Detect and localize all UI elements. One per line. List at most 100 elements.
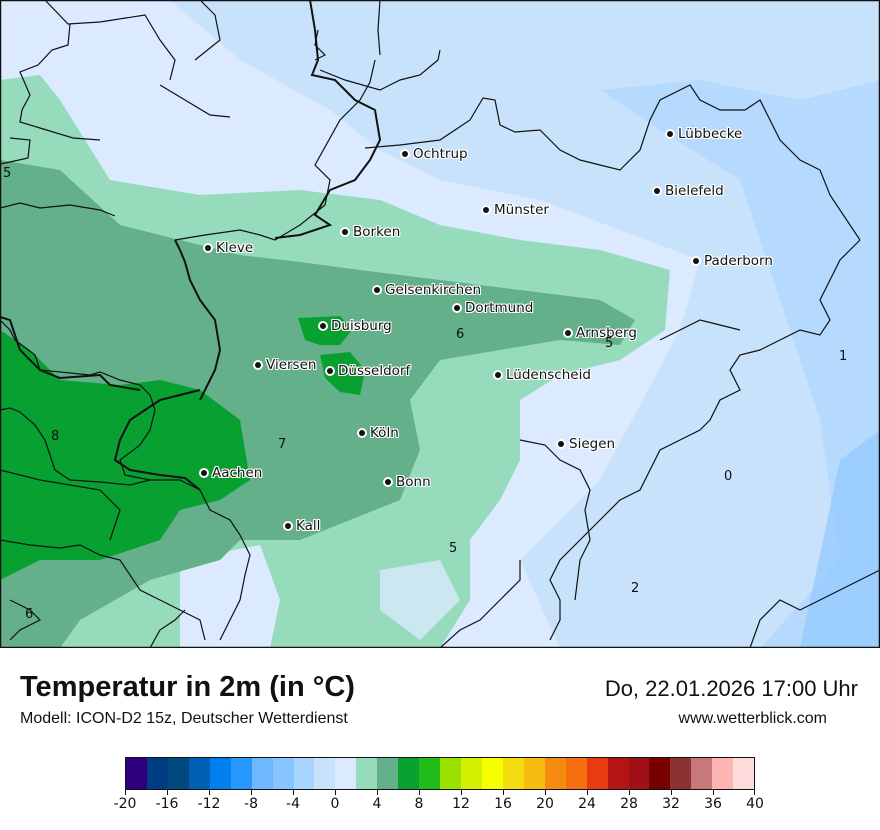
colorbar-segment [335, 758, 357, 789]
colorbar-segment [565, 758, 587, 789]
colorbar-segment [209, 758, 231, 789]
city-dot-icon [255, 362, 261, 368]
city-name: Kleve [216, 240, 254, 256]
tick-mark [587, 790, 588, 795]
tick-label: -16 [155, 796, 179, 812]
tick-label: -8 [244, 796, 258, 812]
city-marker: Siegen [558, 436, 615, 452]
city-name: Düsseldorf [338, 363, 411, 379]
city-dot-icon [565, 330, 571, 336]
isotherm-label: 6 [25, 607, 34, 622]
city-name: Paderborn [704, 253, 773, 269]
city-name: Ochtrup [413, 146, 468, 162]
colorbar-segment [586, 758, 608, 789]
colorbar-segment [167, 758, 189, 789]
city-marker: Kall [285, 518, 320, 534]
isotherm-label: 6 [456, 327, 465, 342]
tick-label: -20 [113, 796, 137, 812]
city-marker: Aachen [201, 465, 262, 481]
tick-label: 20 [536, 796, 554, 812]
city-marker: Köln [359, 425, 399, 441]
colorbar-segment [628, 758, 650, 789]
city-name: Bonn [396, 474, 431, 490]
colorbar-ticks: -20 -16 -12 -8 -4 0 4 8 12 16 20 24 28 32 36 40 [114, 790, 764, 820]
colorbar-segment [126, 758, 147, 789]
colorbar-segment [670, 758, 692, 789]
colorbar-segment [377, 758, 399, 789]
colorbar-segment [461, 758, 482, 789]
tick-mark [377, 790, 378, 795]
city-dot-icon [359, 430, 365, 436]
city-marker: Ochtrup [402, 146, 468, 162]
city-dot-icon [667, 131, 673, 137]
city-marker: Gelsenkirchen [374, 282, 481, 298]
city-name: Viersen [266, 357, 317, 373]
city-name: Aachen [212, 465, 263, 481]
isotherm-label: 0 [724, 469, 733, 484]
forecast-datetime: Do, 22.01.2026 17:00 Uhr [604, 676, 858, 701]
city-name: Arnsberg [576, 325, 637, 341]
city-marker: Duisburg [320, 318, 392, 334]
temperature-colorbar [125, 757, 755, 790]
city-dot-icon [320, 323, 326, 329]
website-link[interactable]: www.wetterblick.com [678, 710, 827, 727]
city-dot-icon [327, 368, 333, 374]
city-dot-icon [495, 372, 501, 378]
tick-mark [335, 790, 336, 795]
city-dot-icon [483, 207, 489, 213]
tick-label: 28 [620, 796, 638, 812]
city-dot-icon [374, 287, 380, 293]
city-marker: Arnsberg [565, 325, 637, 341]
city-name: Borken [353, 224, 401, 240]
city-name: Lüdenscheid [506, 367, 591, 383]
colorbar-segment [419, 758, 441, 789]
colorbar-segment [314, 758, 336, 789]
isotherm-label: 5 [449, 541, 458, 556]
city-dot-icon [693, 258, 699, 264]
city-marker: Bonn [385, 474, 431, 490]
tick-mark [251, 790, 252, 795]
tick-label: 16 [494, 796, 512, 812]
colorbar-segment [440, 758, 461, 789]
temperature-field [0, 0, 880, 648]
colorbar-segment [523, 758, 545, 789]
tick-mark [503, 790, 504, 795]
model-source: Modell: ICON-D2 15z, Deutscher Wetterdie… [20, 710, 348, 727]
colorbar-segment [230, 758, 252, 789]
city-marker: Dortmund [454, 300, 533, 316]
colorbar-segment [691, 758, 713, 789]
colorbar-segment [649, 758, 671, 789]
city-name: Münster [494, 202, 549, 218]
isotherm-label: 1 [839, 349, 848, 364]
city-marker: Bielefeld [654, 183, 724, 199]
tick-label: 4 [372, 796, 382, 812]
colorbar-segment [356, 758, 378, 789]
tick-label: 0 [330, 796, 340, 812]
colorbar-segment [251, 758, 273, 789]
colorbar-segment [398, 758, 420, 789]
tick-label: -12 [197, 796, 221, 812]
city-name: Siegen [569, 436, 616, 452]
city-dot-icon [654, 188, 660, 194]
tick-mark [125, 790, 126, 795]
tick-mark [419, 790, 420, 795]
city-dot-icon [385, 479, 391, 485]
city-marker: Düsseldorf [327, 363, 410, 379]
colorbar-segment [544, 758, 566, 789]
city-dot-icon [454, 305, 460, 311]
colorbar-segment [502, 758, 524, 789]
colorbar-segment [293, 758, 315, 789]
tick-mark [209, 790, 210, 795]
city-dot-icon [205, 245, 211, 251]
city-name: Köln [370, 425, 399, 441]
city-dot-icon [201, 470, 207, 476]
tick-mark [671, 790, 672, 795]
city-marker: Paderborn [693, 253, 773, 269]
city-name: Lübbecke [678, 126, 743, 142]
colorbar-segment [188, 758, 210, 789]
city-dot-icon [558, 441, 564, 447]
city-name: Gelsenkirchen [385, 282, 482, 298]
temperature-map: Ochtrup Lübbecke Bielefeld Münster Borken Kle… [0, 0, 880, 648]
city-dot-icon [342, 229, 348, 235]
isotherm-label: 7 [278, 437, 287, 452]
